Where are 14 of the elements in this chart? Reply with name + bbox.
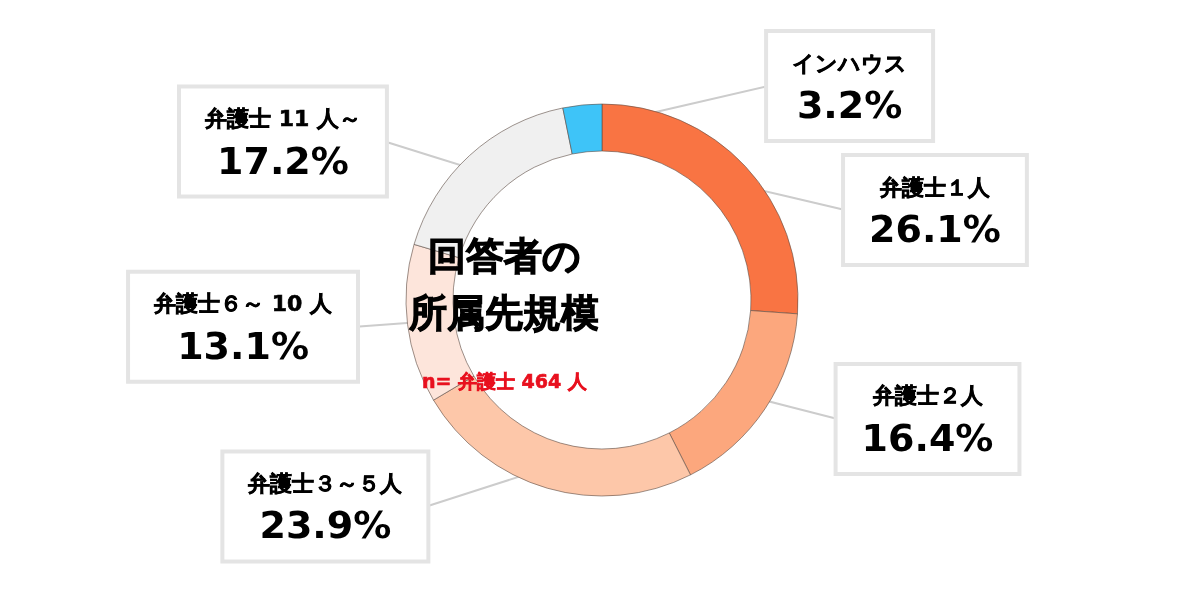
slice-label: インハウス: [792, 50, 908, 76]
slice-label: 弁護士６～ 10 人: [153, 291, 333, 317]
slice-label: 弁護士３～５人: [247, 470, 404, 496]
text: 回答者の所属先規模: [408, 233, 600, 335]
slice-label: 弁護士１人: [878, 174, 991, 200]
slice-label: 弁護士 11 人～: [203, 106, 361, 132]
data-label: 26.1%: [869, 207, 1001, 252]
data-label: 3.2%: [796, 83, 903, 128]
data-label: 23.9%: [259, 503, 392, 548]
text: n= 弁護士 464 人: [421, 369, 588, 392]
data-label: 17.2%: [217, 138, 349, 183]
data-label: 16.4%: [861, 415, 994, 460]
data-label: 13.1%: [177, 323, 309, 368]
slice-label: 弁護士２人: [871, 383, 984, 409]
